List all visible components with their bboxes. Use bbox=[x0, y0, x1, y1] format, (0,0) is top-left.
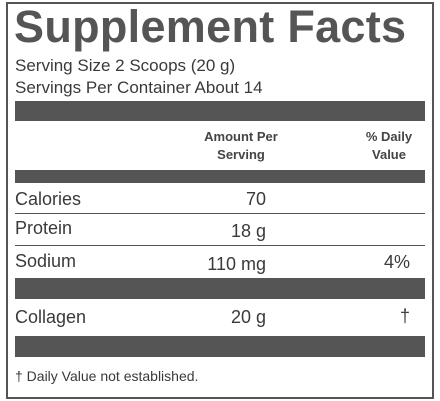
thick-bar bbox=[15, 278, 425, 299]
column-header: % Daily Value bbox=[365, 129, 413, 162]
nutrient-name: Sodium bbox=[15, 251, 77, 271]
row-rule bbox=[15, 213, 425, 214]
column-header: Amount Per Serving bbox=[204, 129, 278, 162]
footnote: † Daily Value not established. bbox=[15, 368, 199, 384]
daily-value: 4% bbox=[383, 252, 410, 272]
thick-bar bbox=[15, 101, 425, 121]
nutrient-name: Protein bbox=[15, 218, 73, 238]
serving-size: Serving Size 2 Scoops (20 g) bbox=[15, 56, 236, 75]
nutrient-amount: 18 g bbox=[230, 221, 266, 241]
nutrient-amount: 110 mg bbox=[207, 254, 266, 274]
servings-per-container: Servings Per Container About 14 bbox=[15, 78, 263, 97]
daily-value: † bbox=[399, 306, 410, 326]
nutrient-name: Calories bbox=[15, 189, 82, 209]
supplement-facts-panel: Supplement Facts Serving Size 2 Scoops (… bbox=[6, 1, 434, 399]
nutrient-amount: 70 bbox=[245, 189, 266, 209]
medium-bar bbox=[15, 170, 425, 183]
nutrient-amount: 20 g bbox=[230, 307, 266, 327]
row-rule bbox=[15, 245, 425, 246]
title: Supplement Facts bbox=[14, 1, 407, 52]
nutrient-name: Collagen bbox=[15, 307, 87, 327]
thick-bar bbox=[15, 336, 425, 357]
